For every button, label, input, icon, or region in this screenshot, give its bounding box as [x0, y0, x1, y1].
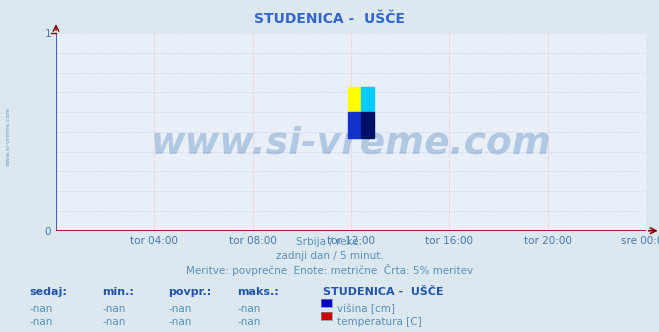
Text: min.:: min.: [102, 287, 134, 297]
Text: -nan: -nan [102, 304, 125, 314]
Text: Srbija / reke.: Srbija / reke. [297, 237, 362, 247]
Text: Meritve: povprečne  Enote: metrične  Črta: 5% meritev: Meritve: povprečne Enote: metrične Črta:… [186, 264, 473, 276]
Text: -nan: -nan [237, 304, 260, 314]
Text: -nan: -nan [168, 304, 191, 314]
Text: -nan: -nan [30, 304, 53, 314]
Text: STUDENICA -  UŠČE: STUDENICA - UŠČE [323, 287, 444, 297]
Bar [348, 112, 361, 138]
Text: višina [cm]: višina [cm] [337, 304, 395, 314]
Text: -nan: -nan [30, 317, 53, 327]
Text: -nan: -nan [168, 317, 191, 327]
Text: STUDENICA -  UŠČE: STUDENICA - UŠČE [254, 12, 405, 26]
Text: sedaj:: sedaj: [30, 287, 67, 297]
Text: www.si-vreme.com: www.si-vreme.com [150, 126, 552, 162]
Text: temperatura [C]: temperatura [C] [337, 317, 422, 327]
Text: maks.:: maks.: [237, 287, 279, 297]
Text: www.si-vreme.com: www.si-vreme.com [5, 106, 11, 166]
Text: zadnji dan / 5 minut.: zadnji dan / 5 minut. [275, 251, 384, 261]
Bar [348, 87, 361, 112]
Text: -nan: -nan [237, 317, 260, 327]
Bar [361, 87, 374, 112]
Text: -nan: -nan [102, 317, 125, 327]
Text: povpr.:: povpr.: [168, 287, 212, 297]
Bar [361, 112, 374, 138]
